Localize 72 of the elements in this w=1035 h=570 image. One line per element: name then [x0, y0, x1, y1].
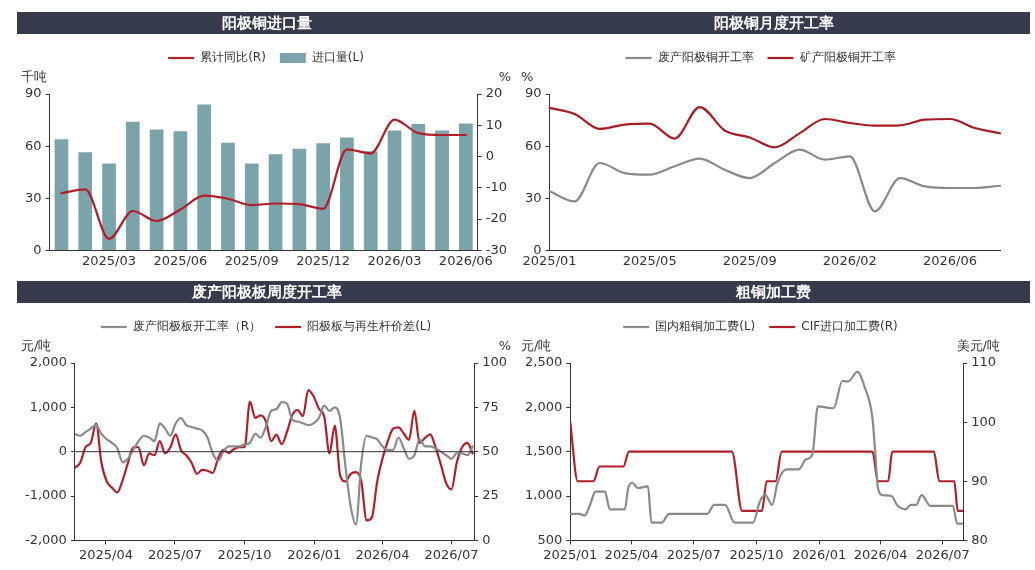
legend-label: 国内粗铜加工费(L)	[655, 319, 756, 334]
legend-label: 废产阳极铜开工率	[657, 50, 754, 65]
x-tick-label: 2025/07	[147, 546, 202, 562]
chart-title: 废产阳极板周度开工率	[17, 281, 517, 303]
y2-tick-label: 0	[482, 531, 491, 547]
y-axis-title: 元/吨	[21, 337, 52, 353]
x-tick-label: 2025/10	[217, 546, 272, 562]
x-tick-label: 2026/04	[355, 546, 410, 562]
x-tick-label: 2026/06	[922, 252, 977, 268]
y-tick-label: 60	[25, 137, 42, 153]
y2-tick-label: 50	[482, 443, 499, 459]
legend-label: 矿产阳极铜开工率	[798, 50, 896, 65]
y-axis-title: 元/吨	[521, 337, 552, 353]
y-tick-label: 90	[525, 85, 542, 101]
y-tick-label: -2,000	[24, 531, 67, 547]
y-tick-label: 0	[58, 443, 67, 459]
x-tick-label: 2025/09	[224, 252, 279, 268]
y-tick-label: 1,000	[525, 487, 563, 503]
y2-tick-label: 90	[971, 472, 988, 488]
y2-tick-label: 0	[485, 147, 495, 163]
x-tick-label: 2026/04	[853, 546, 908, 562]
x-tick-label: 2025/04	[604, 546, 659, 562]
x-tick-label: 2026/03	[367, 252, 422, 268]
chart-title: 粗铜加工费	[517, 281, 1030, 303]
x-tick-label: 2025/07	[666, 546, 721, 562]
y2-tick-label: -20	[485, 210, 507, 226]
chart-title: 阳极铜月度开工率	[517, 12, 1030, 34]
legend-label: 累计同比(R)	[200, 50, 266, 65]
y-axis-title: 千吨	[21, 68, 47, 84]
legend-label: 阳极板与再生杆价差(L)	[307, 319, 432, 334]
x-tick-label: 2026/07	[915, 546, 970, 562]
legend-label: 进口量(L)	[311, 50, 364, 65]
y-tick-label: 1,000	[29, 398, 67, 414]
x-tick-label: 2025/03	[82, 252, 137, 268]
x-tick-label: 2026/07	[424, 546, 479, 562]
x-tick-label: 2026/01	[287, 546, 342, 562]
x-tick-label: 2025/09	[722, 252, 777, 268]
y-tick-label: -1,000	[24, 487, 67, 503]
y-tick-label: 1,500	[525, 443, 563, 459]
y2-tick-label: -10	[485, 179, 507, 195]
y-tick-label: 90	[25, 85, 42, 101]
y2-tick-label: 20	[485, 85, 503, 101]
x-tick-label: 2025/06	[153, 252, 208, 268]
x-tick-label: 2025/12	[296, 252, 351, 268]
y-tick-label: 2,000	[29, 354, 67, 370]
x-tick-label: 2025/05	[622, 252, 677, 268]
x-tick-label: 2025/01	[543, 546, 598, 562]
y2-tick-label: 25	[482, 487, 499, 503]
y-tick-label: 2,000	[525, 398, 563, 414]
y-tick-label: 30	[525, 189, 542, 205]
y-axis-title: %	[521, 68, 534, 84]
legend-label: CIF进口加工费(R)	[801, 319, 898, 334]
y2-tick-label: 75	[482, 398, 499, 414]
y2-axis-title: %	[498, 68, 511, 84]
y-tick-label: 0	[33, 241, 42, 257]
y-tick-label: 500	[537, 531, 563, 547]
x-tick-label: 2025/04	[78, 546, 133, 562]
y-tick-label: 2,500	[525, 354, 563, 370]
y2-tick-label: 100	[482, 354, 508, 370]
y-tick-label: 60	[525, 137, 542, 153]
legend-label: 废产阳极板开工率（R）	[132, 319, 262, 334]
y2-axis-title: 美元/吨	[956, 337, 1000, 353]
y2-tick-label: 110	[971, 354, 997, 370]
y2-tick-label: 80	[971, 531, 988, 547]
y-tick-label: 30	[25, 189, 42, 205]
x-tick-label: 2025/10	[729, 546, 784, 562]
y2-tick-label: 100	[971, 413, 997, 429]
x-tick-label: 2026/01	[792, 546, 847, 562]
y2-axis-title: %	[498, 337, 511, 353]
chart-title: 阳极铜进口量	[17, 12, 517, 34]
x-tick-label: 2026/02	[822, 252, 877, 268]
y2-tick-label: 10	[485, 116, 503, 132]
